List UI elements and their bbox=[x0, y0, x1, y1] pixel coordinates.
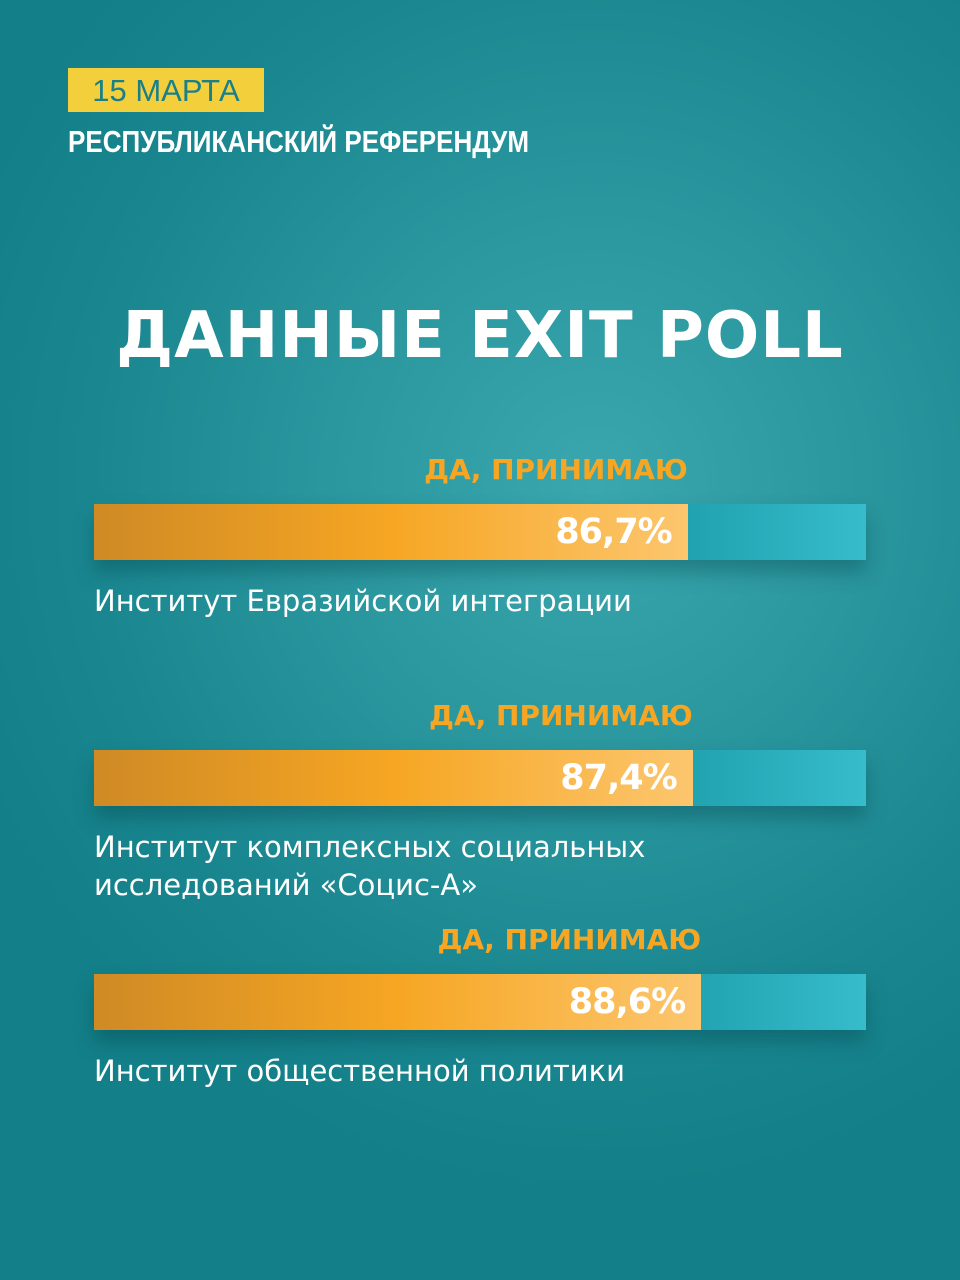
poll-source: Институт Евразийской интеграции bbox=[94, 584, 632, 618]
answer-label: ДА, ПРИНИМАЮ bbox=[437, 923, 702, 956]
answer-label: ДА, ПРИНИМАЮ bbox=[424, 453, 688, 486]
bar-fill bbox=[94, 750, 693, 806]
bar-track: 86,7% bbox=[94, 504, 866, 560]
bar-track: 87,4% bbox=[94, 750, 866, 806]
page-title: ДАННЫЕ EXIT POLL bbox=[116, 299, 844, 373]
bar-value-label: 86,7% bbox=[555, 512, 672, 552]
poll-source: Институт общественной политики bbox=[94, 1054, 625, 1088]
date-badge: 15 МАРТА bbox=[68, 68, 264, 112]
bar-fill bbox=[94, 974, 702, 1030]
poll-source: Институт комплексных социальных исследов… bbox=[94, 830, 646, 902]
bar-fill bbox=[94, 504, 688, 560]
bar-value-label: 87,4% bbox=[560, 758, 677, 798]
bar-track: 88,6% bbox=[94, 974, 866, 1030]
answer-label: ДА, ПРИНИМАЮ bbox=[429, 699, 693, 732]
bar-value-label: 88,6% bbox=[568, 982, 686, 1022]
referendum-subtitle: РЕСПУБЛИКАНСКИЙ РЕФЕРЕНДУМ bbox=[68, 124, 530, 159]
